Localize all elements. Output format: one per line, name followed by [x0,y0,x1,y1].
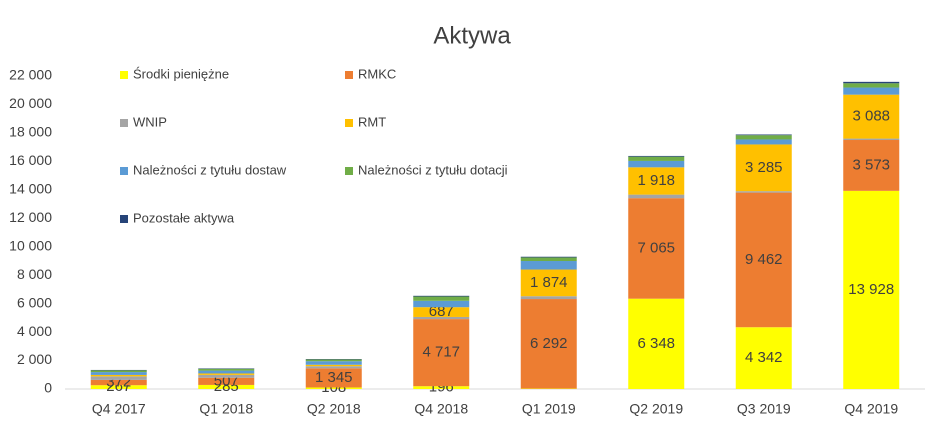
bar-segment [843,83,899,87]
data-label: 1 874 [530,274,568,291]
chart-title: Aktywa [433,22,511,49]
x-tick-label: Q2 2018 [307,401,361,417]
y-tick-label: 6 000 [17,294,52,310]
y-tick-label: 14 000 [9,181,52,197]
bar-segment [628,157,684,161]
bar-segment [91,372,147,375]
legend-label: Środki pieniężne [133,66,229,81]
y-tick-label: 2 000 [17,351,52,367]
bar-segment [198,371,254,374]
x-tick-label: Q1 2019 [522,401,576,417]
legend-swatch [345,167,353,175]
bar-segment [843,88,899,95]
bar-segment [736,134,792,135]
data-label: 1 918 [637,172,675,189]
bar-segment [413,296,469,297]
bar-segment [198,369,254,371]
data-label: 1 345 [315,369,353,386]
bar-segment [91,376,147,380]
legend-swatch [345,71,353,79]
data-label: 4 717 [422,344,460,361]
x-tick-label: Q3 2019 [737,401,791,417]
bar-segment [521,296,577,299]
bar-segment [413,297,469,301]
legend-swatch [120,215,128,223]
y-tick-label: 20 000 [9,95,52,111]
legend-label: Pozostałe aktywa [133,210,235,225]
x-tick-label: Q1 2018 [199,401,253,417]
bar-segment [736,191,792,192]
data-label: 6 292 [530,335,568,352]
bar-segment [628,156,684,157]
bar-segment [306,366,362,368]
data-label: 6 348 [637,335,675,352]
legend-label: WNIP [133,114,167,129]
legend-label: Należności z tytułu dotacji [358,162,508,177]
bar-segment [91,370,147,372]
data-label: 3 573 [852,156,890,173]
legend-swatch [345,119,353,127]
bar-segment [843,139,899,140]
bar-segment [198,375,254,378]
y-tick-label: 18 000 [9,124,52,140]
legend-swatch [120,71,128,79]
bar-segment [843,82,899,83]
y-tick-label: 22 000 [9,67,52,83]
y-tick-label: 4 000 [17,323,52,339]
legend-label: RMKC [358,66,396,81]
y-tick-label: 10 000 [9,237,52,253]
data-label: 3 285 [745,159,783,176]
y-tick-label: 8 000 [17,266,52,282]
x-tick-label: Q4 2019 [844,401,898,417]
y-tick-label: 12 000 [9,209,52,225]
bar-segment [736,139,792,144]
bar-segment [198,373,254,374]
bar-segment [306,365,362,366]
legend-swatch [120,119,128,127]
bar-segment [736,135,792,139]
data-label: 7 065 [637,239,675,256]
data-label: 13 928 [848,281,894,298]
legend-label: RMT [358,114,386,129]
bar-segment [521,257,577,261]
bar-segment [306,361,362,365]
bar-segment [306,360,362,362]
x-tick-label: Q2 2019 [629,401,683,417]
data-label: 4 342 [745,349,783,366]
y-tick-label: 16 000 [9,152,52,168]
bar-segment [521,261,577,270]
bar-segment [521,257,577,258]
bar-segment [413,301,469,307]
data-label: 3 088 [852,108,890,125]
legend-swatch [120,167,128,175]
x-tick-label: Q4 2018 [414,401,468,417]
y-tick-label: 0 [44,380,52,396]
bar-segment [628,195,684,199]
bar-segment [91,375,147,376]
bar-segment [628,161,684,167]
data-label: 9 462 [745,251,783,268]
x-tick-label: Q4 2017 [92,401,146,417]
legend-label: Należności z tytułu dostaw [133,162,287,177]
